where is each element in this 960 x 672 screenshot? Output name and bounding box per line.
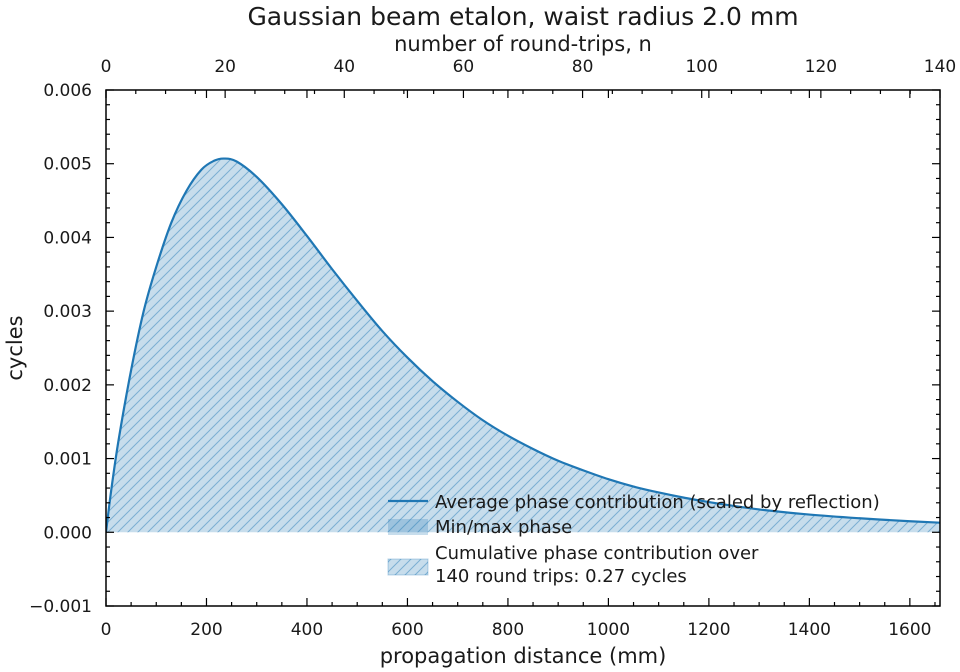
cumulative-phase-hatch — [106, 158, 940, 533]
legend-label-min-max: Min/max phase — [435, 517, 572, 538]
legend-label-cumulative: Cumulative phase contribution over 140 ro… — [435, 543, 759, 587]
x2-tick-label: 120 — [805, 57, 837, 77]
y-tick-label: 0.002 — [43, 376, 92, 396]
y-axis-label: cycles — [3, 315, 27, 380]
legend-label-average-phase: Average phase contribution (scaled by re… — [435, 492, 880, 513]
y-tick-label: 0.005 — [43, 155, 92, 175]
y-tick-label: 0.001 — [43, 450, 92, 470]
x-tick-label: 0 — [101, 620, 112, 640]
x2-tick-label: 80 — [572, 57, 594, 77]
x-tick-label: 1400 — [788, 620, 831, 640]
y-tick-label: 0.003 — [43, 302, 92, 322]
x-tick-label: 400 — [291, 620, 323, 640]
x-tick-label: 1200 — [687, 620, 730, 640]
legend-swatch-hatch-lines — [388, 559, 428, 575]
x2-tick-label: 140 — [924, 57, 956, 77]
x2-tick-label: 60 — [453, 57, 475, 77]
x-axis-label: propagation distance (mm) — [380, 644, 667, 668]
y-tick-label: −0.001 — [29, 597, 92, 617]
x2-tick-label: 100 — [685, 57, 717, 77]
y-tick-label: 0.004 — [43, 228, 92, 248]
plot-frame — [105, 89, 941, 607]
x-tick-label: 600 — [391, 620, 423, 640]
y-tick-label: 0.006 — [43, 81, 92, 101]
tick-labels: 0 200 400 600 800 1000 1200 1400 1600 0 20 40 60 80 10… — [29, 57, 956, 640]
y-tick-label: 0.000 — [43, 523, 92, 543]
series-line-average-phase — [106, 157, 940, 533]
x-tick-label: 1600 — [888, 620, 931, 640]
x-tick-label: 1000 — [587, 620, 630, 640]
top-axis-label: number of round-trips, n — [394, 32, 652, 56]
x2-tick-label: 20 — [214, 57, 236, 77]
legend-swatch-band — [388, 519, 428, 535]
legend-label-cumulative-line: 140 round trips: 0.27 cycles — [435, 566, 687, 587]
x2-tick-label: 0 — [101, 57, 112, 77]
plot-area — [106, 157, 940, 533]
x-tick-label: 200 — [190, 620, 222, 640]
legend-label-cumulative-line: Cumulative phase contribution over — [435, 543, 759, 564]
chart-title: Gaussian beam etalon, waist radius 2.0 m… — [247, 2, 798, 31]
x-tick-label: 800 — [492, 620, 524, 640]
x2-tick-label: 40 — [333, 57, 355, 77]
legend: Average phase contribution (scaled by re… — [387, 492, 880, 587]
